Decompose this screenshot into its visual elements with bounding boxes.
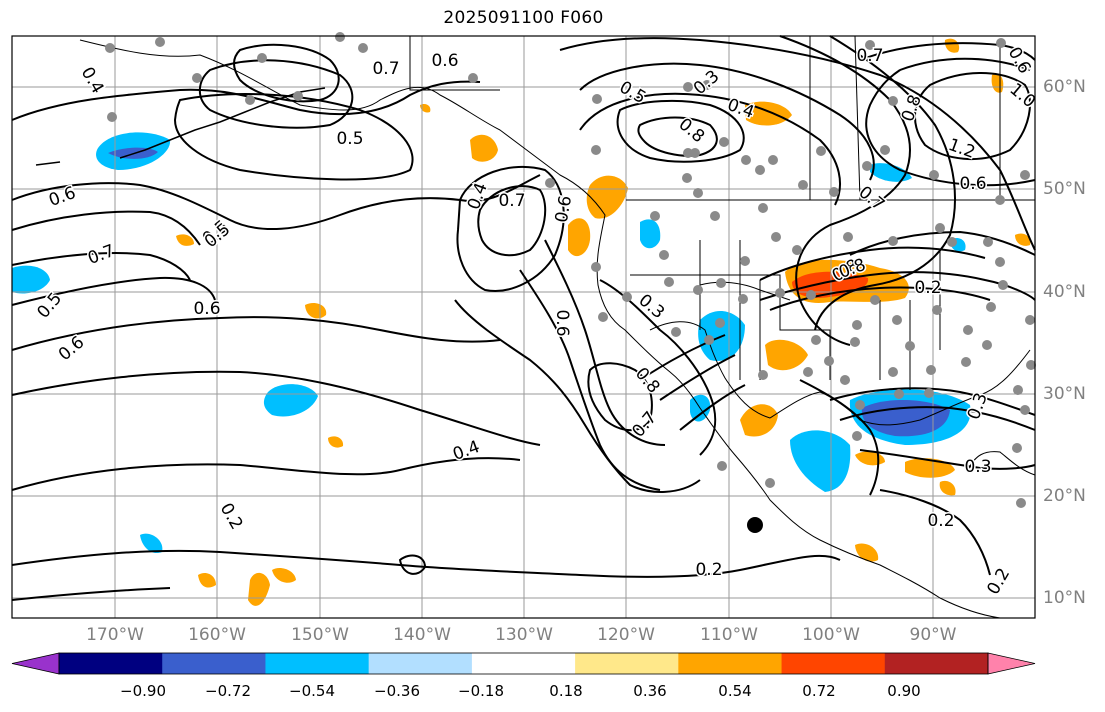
colorbar-segment (781, 653, 886, 674)
contour-label: 0.6 (193, 299, 220, 319)
colorbar-segment (265, 653, 370, 674)
colorbar-arrow-left (11, 652, 60, 675)
lat-label-20n: 20°N (1043, 486, 1086, 506)
colorbar-tick: −0.18 (458, 682, 504, 700)
colorbar-tick: −0.90 (120, 682, 166, 700)
coastlines (79, 35, 1036, 619)
colorbar-tick: 0.36 (633, 682, 667, 700)
lat-label-10n: 10°N (1043, 588, 1086, 608)
contour-label: 0.5 (336, 129, 363, 149)
colorbar-segment (368, 653, 473, 674)
colorbar-tick: −0.72 (205, 682, 251, 700)
lon-label-90w: 90°W (909, 625, 957, 645)
contour-label: 0.2 (927, 511, 954, 531)
colorbar-tick: 0.18 (549, 682, 583, 700)
colorbar-segment (162, 653, 266, 674)
contour-label: 0.2 (914, 278, 941, 298)
colorbar-tick: −0.36 (374, 682, 420, 700)
colorbar (11, 652, 1036, 675)
lat-label-60n: 60°N (1043, 77, 1086, 97)
lon-label-160w: 160°W (188, 625, 246, 645)
map-frame (11, 35, 1036, 619)
contour-label: 0.6 (959, 174, 986, 194)
lon-label-130w: 130°W (495, 625, 553, 645)
lon-label-140w: 140°W (393, 625, 451, 645)
lat-label-30n: 30°N (1043, 384, 1086, 404)
colorbar-segment (884, 653, 989, 674)
contour-label: 0.2 (695, 560, 722, 580)
lon-label-170w: 170°W (86, 625, 144, 645)
colorbar-tick: 0.72 (802, 682, 836, 700)
colorbar-tick: −0.54 (289, 682, 335, 700)
lat-label-40n: 40°N (1043, 282, 1086, 302)
graticule (12, 36, 1035, 618)
lon-label-120w: 120°W (597, 625, 655, 645)
colorbar-tick: 0.54 (718, 682, 752, 700)
colorbar-segment (575, 653, 679, 674)
colorbar-segment (59, 653, 163, 674)
contour-label: 0.6 (431, 51, 458, 71)
colorbar-segment (471, 653, 576, 674)
contour-lines (11, 35, 1036, 601)
colorbar-frame (58, 652, 989, 675)
contour-label: 0.3 (964, 457, 991, 477)
lat-label-50n: 50°N (1043, 179, 1086, 199)
contour-label: 0.6 (552, 309, 572, 336)
lon-label-100w: 100°W (802, 625, 860, 645)
lon-label-110w: 110°W (700, 625, 758, 645)
contour-label: 0.7 (372, 59, 399, 79)
map-title: 2025091100 F060 (443, 8, 604, 28)
colorbar-tick: 0.90 (887, 682, 921, 700)
lon-label-150w: 150°W (291, 625, 349, 645)
colorbar-arrow-right (987, 652, 1036, 675)
colorbar-segment (678, 653, 783, 674)
low-center-marker (747, 517, 763, 533)
contour-label: 0.7 (856, 46, 883, 66)
contour-label: 0.7 (498, 191, 525, 211)
station-dots (105, 32, 1036, 508)
